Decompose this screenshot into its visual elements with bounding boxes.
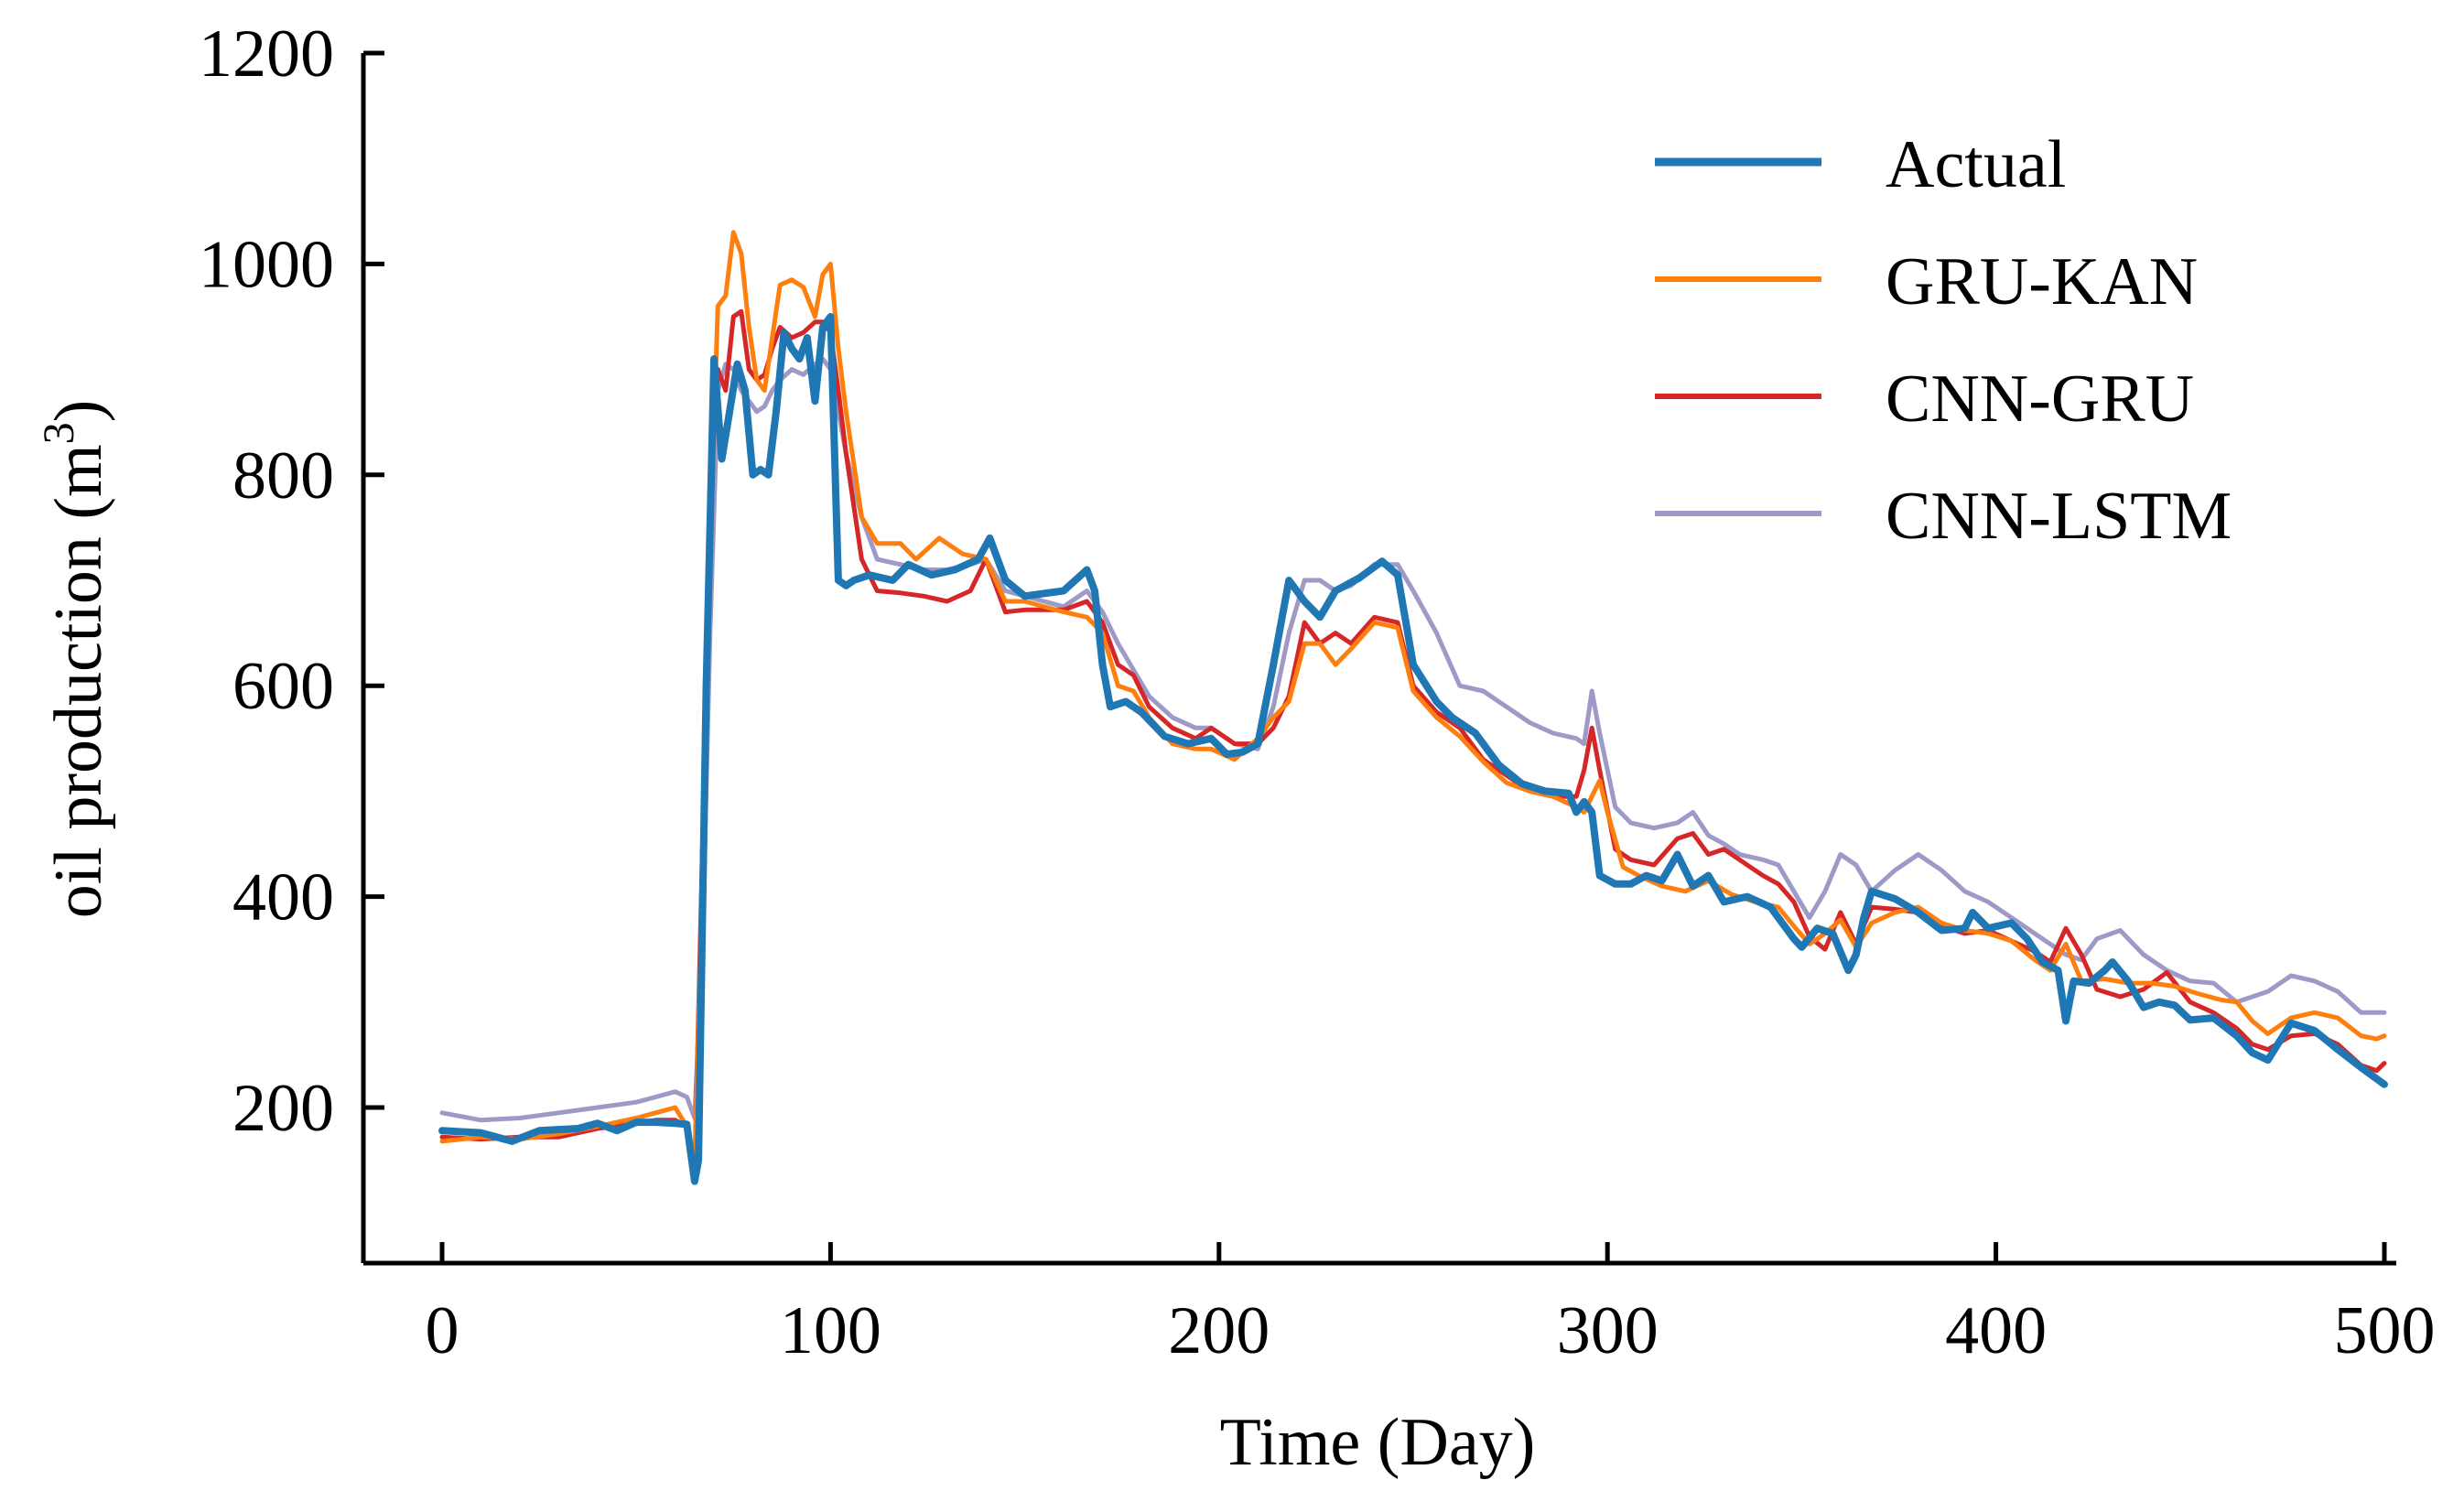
series-line-actual (438, 313, 2388, 1185)
x-ticks: 0 100 200 300 400 500 (426, 1242, 2436, 1368)
legend: Actual GRU-KAN CNN-GRU CNN-LSTM (1655, 127, 2232, 554)
x-tick-label: 200 (1168, 1293, 1270, 1368)
y-axis-title: oil production (m3) (35, 400, 116, 919)
y-axis-title-close: ) (41, 400, 116, 423)
y-tick-label: 1200 (199, 16, 334, 92)
legend-label-gru-kan: GRU-KAN (1886, 244, 2198, 319)
x-tick-label: 400 (1945, 1293, 2047, 1368)
y-tick-label: 600 (232, 649, 334, 724)
x-tick-label: 500 (2334, 1293, 2436, 1368)
series-line-cnn-gru (439, 308, 2387, 1173)
y-ticks: 200 400 600 800 1000 1200 (199, 16, 384, 1146)
legend-label-cnn-lstm: CNN-LSTM (1886, 479, 2232, 554)
x-tick-label: 100 (780, 1293, 881, 1368)
y-tick-label: 400 (232, 860, 334, 935)
legend-label-cnn-gru: CNN-GRU (1886, 362, 2194, 437)
x-tick-label: 300 (1557, 1293, 1659, 1368)
legend-label-actual: Actual (1886, 127, 2066, 202)
y-tick-label: 200 (232, 1071, 334, 1146)
series-group (438, 230, 2388, 1185)
y-axis-title-main: oil production (m (41, 444, 116, 918)
y-tick-label: 1000 (199, 227, 334, 302)
y-tick-label: 800 (232, 438, 334, 513)
series-line-cnn-lstm (439, 356, 2387, 1123)
axes (361, 53, 2396, 1266)
x-tick-label: 0 (426, 1293, 459, 1368)
x-axis-title: Time (Day) (1220, 1405, 1536, 1480)
y-axis-title-superscript: 3 (35, 422, 83, 444)
